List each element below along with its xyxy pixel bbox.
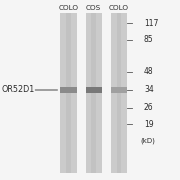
Text: COLO: COLO xyxy=(58,5,78,11)
Bar xyxy=(86,87,102,93)
Text: COLO: COLO xyxy=(109,5,129,11)
Bar xyxy=(111,13,127,173)
Text: 117: 117 xyxy=(144,19,158,28)
Text: OR52D1: OR52D1 xyxy=(2,86,35,94)
Bar xyxy=(60,87,76,93)
Text: COS: COS xyxy=(86,5,101,11)
Bar xyxy=(66,13,71,173)
Bar xyxy=(116,13,121,173)
Bar xyxy=(91,13,96,173)
Text: 48: 48 xyxy=(144,68,154,76)
Text: 85: 85 xyxy=(144,35,154,44)
Text: 19: 19 xyxy=(144,120,154,129)
Bar xyxy=(111,87,127,93)
Text: 26: 26 xyxy=(144,103,154,112)
Bar xyxy=(60,13,76,173)
Text: (kD): (kD) xyxy=(140,137,155,144)
Bar xyxy=(86,13,102,173)
Text: 34: 34 xyxy=(144,86,154,94)
